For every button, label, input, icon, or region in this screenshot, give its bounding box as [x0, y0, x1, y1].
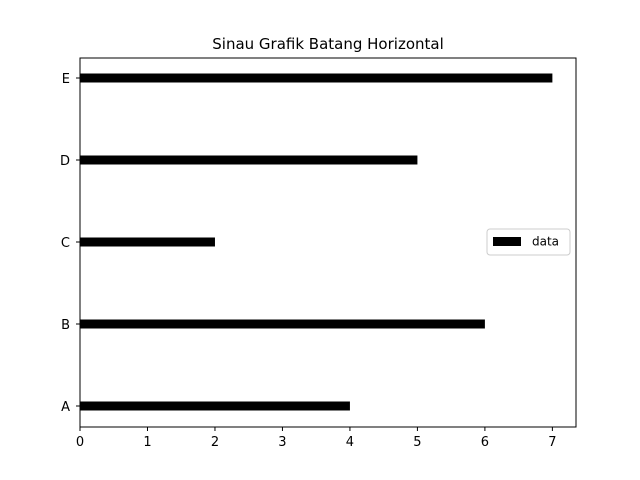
legend-label: data	[532, 235, 559, 249]
legend-swatch	[493, 237, 521, 246]
bar-B	[80, 319, 485, 329]
plot-frame	[79, 57, 577, 428]
chart-title: Sinau Grafik Batang Horizontal	[212, 35, 444, 53]
y-tick-label: B	[61, 318, 70, 333]
x-tick-label: 2	[211, 435, 219, 450]
y-axis-ticks: A B C D E	[60, 72, 80, 415]
y-tick-label: C	[61, 236, 70, 251]
bar-E	[80, 73, 553, 83]
x-tick-label: 7	[548, 435, 556, 450]
x-tick-label: 5	[413, 435, 421, 450]
x-tick-label: 3	[278, 435, 286, 450]
bar-C	[80, 237, 215, 247]
x-tick-label: 6	[481, 435, 489, 450]
bar-D	[80, 155, 418, 165]
x-tick-label: 1	[143, 435, 151, 450]
bar-A	[80, 401, 350, 411]
bars	[80, 73, 553, 411]
legend: data	[486, 228, 571, 256]
x-axis-ticks: 0 1 2 3 4 5 6 7	[76, 427, 557, 450]
x-tick-label: 0	[76, 435, 84, 450]
y-tick-label: D	[60, 154, 70, 169]
x-tick-label: 4	[346, 435, 354, 450]
legend-box	[486, 228, 571, 256]
y-tick-label: A	[61, 400, 70, 415]
y-tick-label: E	[62, 72, 70, 87]
